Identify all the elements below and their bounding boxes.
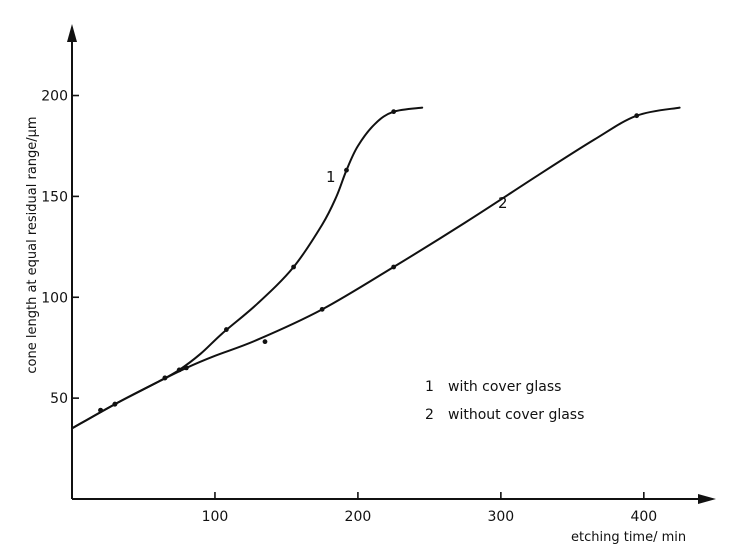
- y-tick-label-150: 150: [41, 189, 68, 205]
- data-point-series-1-6: [344, 167, 349, 173]
- x-tick-label-300: 300: [487, 509, 514, 525]
- labels: cone length at equal residual range/µm e…: [25, 116, 686, 545]
- data-point-series-2-4: [262, 339, 268, 345]
- data-point-series-2-2: [162, 375, 168, 381]
- x-axis-label: etching time/ min: [571, 530, 686, 545]
- y-tick-label-100: 100: [41, 290, 68, 306]
- x-axis-arrowhead: [698, 494, 716, 504]
- legend-number-1: 1: [425, 379, 434, 395]
- data-point-series-2-5: [319, 306, 325, 312]
- curves: [71, 106, 681, 430]
- x-tick-label-100: 100: [202, 509, 229, 525]
- y-axis-arrowhead: [67, 24, 77, 42]
- y-tick-label-200: 200: [41, 89, 68, 105]
- data-point-series-2-0: [98, 407, 103, 413]
- legend-text-without-cover-glass: without cover glass: [448, 407, 584, 423]
- data-point-series-2-7: [634, 113, 640, 119]
- x-tick-label-200: 200: [345, 509, 372, 525]
- series-line-2: [71, 106, 681, 430]
- data-points: [98, 109, 640, 413]
- axes: [67, 24, 716, 504]
- data-point-series-1-7: [391, 109, 397, 115]
- data-point-series-2-1: [112, 401, 118, 407]
- y-axis-label: cone length at equal residual range/µm: [25, 116, 40, 373]
- series-line-1: [71, 106, 424, 430]
- data-point-series-1-4: [223, 327, 229, 332]
- data-point-series-2-3: [183, 365, 189, 371]
- ticks: 100 200 300 400 50 100 150 200: [41, 89, 657, 525]
- legend-number-2: 2: [425, 407, 434, 423]
- legend-text-with-cover-glass: with cover glass: [448, 379, 561, 395]
- data-point-series-1-5: [291, 264, 296, 270]
- curve-label-2: 2: [498, 194, 508, 212]
- curve-label-1: 1: [326, 168, 336, 186]
- data-point-series-2-6: [391, 264, 397, 270]
- y-tick-label-50: 50: [50, 391, 68, 407]
- data-point-series-1-3: [176, 367, 182, 373]
- x-tick-label-400: 400: [630, 509, 657, 525]
- legend: 1 with cover glass 2 without cover glass: [425, 379, 584, 423]
